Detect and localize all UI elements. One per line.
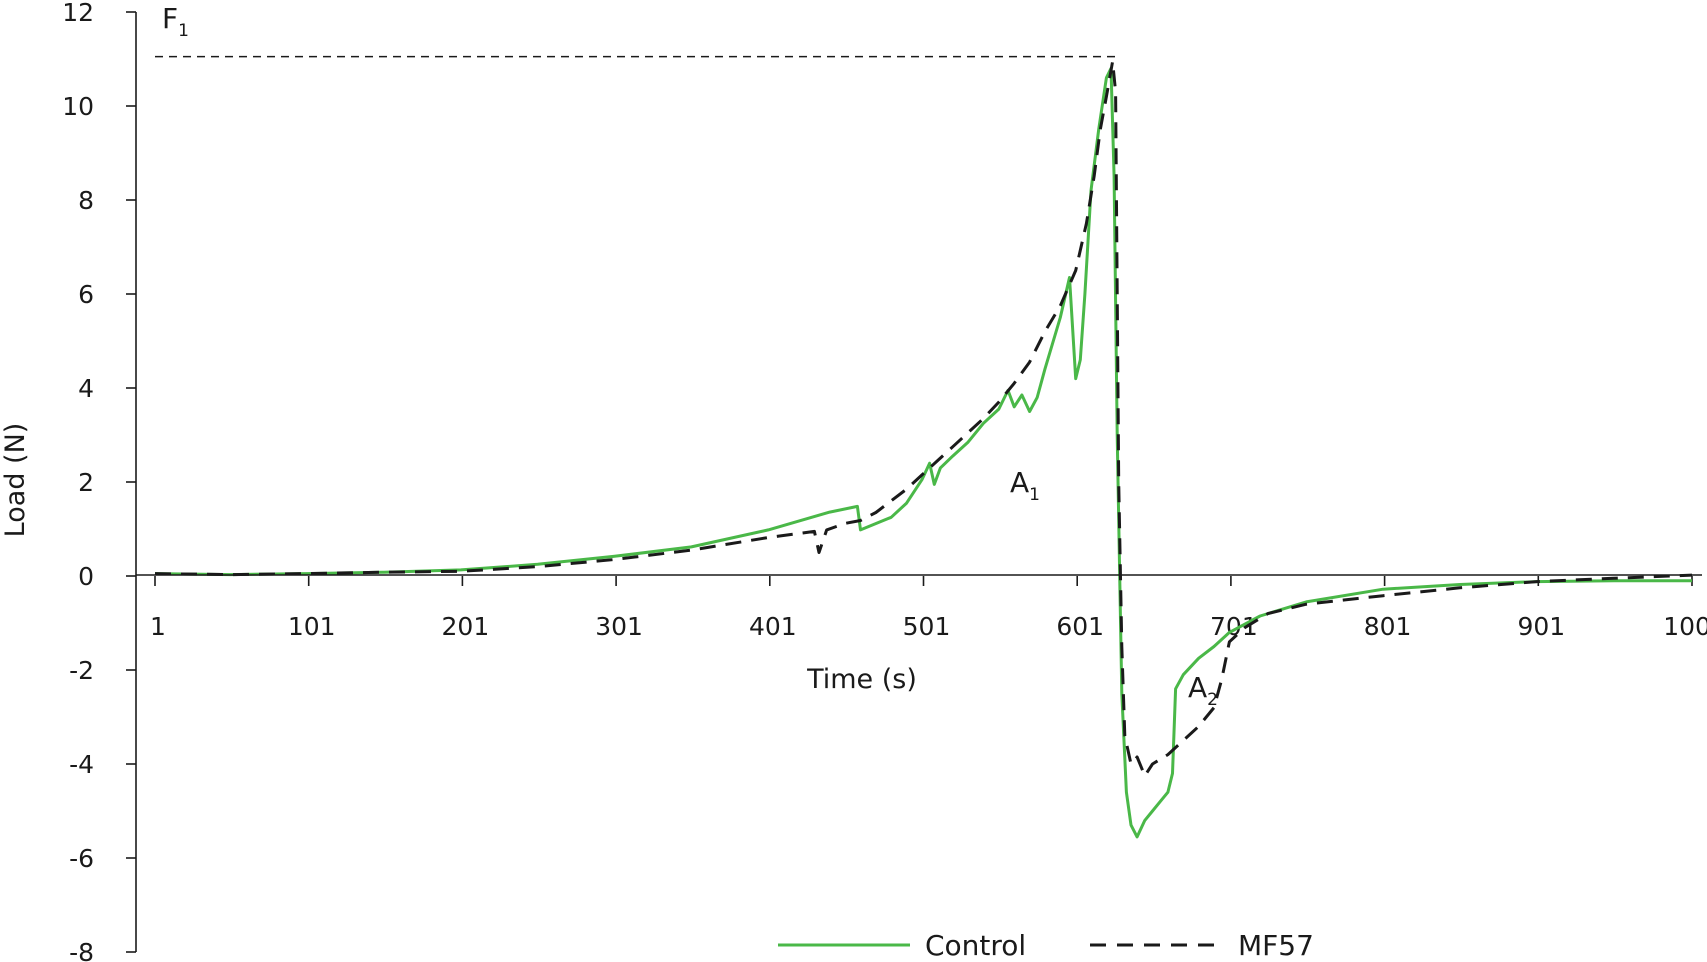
annotation-a1-main: A <box>1010 466 1029 499</box>
y-tick-label: -8 <box>69 938 94 962</box>
annotation-a2-main: A <box>1188 671 1207 704</box>
x-tick-label: 1 <box>150 612 166 641</box>
x-tick-label: 801 <box>1364 612 1412 641</box>
x-tick-label: 901 <box>1517 612 1565 641</box>
y-axis-title: Load (N) <box>0 423 31 538</box>
y-tick-label: 8 <box>78 186 94 215</box>
annotation-f1-main: F <box>162 2 178 35</box>
x-tick-label: 101 <box>288 612 336 641</box>
y-tick-label: 0 <box>78 562 94 591</box>
x-tick-label: 201 <box>442 612 490 641</box>
annotation-f1-sub: 1 <box>178 21 189 41</box>
series-line-mf57 <box>154 59 1693 778</box>
x-tick-label: 401 <box>749 612 797 641</box>
annotation-a1-sub: 1 <box>1029 485 1040 505</box>
legend: Control MF57 <box>778 929 1314 962</box>
x-tick-label: 501 <box>903 612 951 641</box>
y-tick-label: 2 <box>78 468 94 497</box>
legend-control-label: Control <box>925 929 1026 962</box>
legend-mf57-label: MF57 <box>1238 929 1314 962</box>
series-line-control <box>154 66 1692 839</box>
annotation-a1: A1 <box>1010 466 1040 505</box>
annotation-a2-sub: 2 <box>1207 690 1218 710</box>
axes-layer <box>135 12 1702 952</box>
y-tick-label: 4 <box>78 374 94 403</box>
x-tick-label: 301 <box>595 612 643 641</box>
x-tick-label: 1001 <box>1663 612 1707 641</box>
annotation-f1: F1 <box>162 2 189 41</box>
annotation-a2: A2 <box>1188 671 1218 710</box>
y-tick-label: -2 <box>69 656 94 685</box>
x-tick-label: 601 <box>1056 612 1104 641</box>
y-tick-label: 12 <box>62 0 94 27</box>
y-tick-label: -6 <box>69 844 94 873</box>
y-tick-label: -4 <box>69 750 94 779</box>
y-tick-label: 6 <box>78 280 94 309</box>
x-axis-title: Time (s) <box>806 664 917 695</box>
series-layer <box>154 59 1693 839</box>
y-tick-label: 10 <box>62 92 94 121</box>
